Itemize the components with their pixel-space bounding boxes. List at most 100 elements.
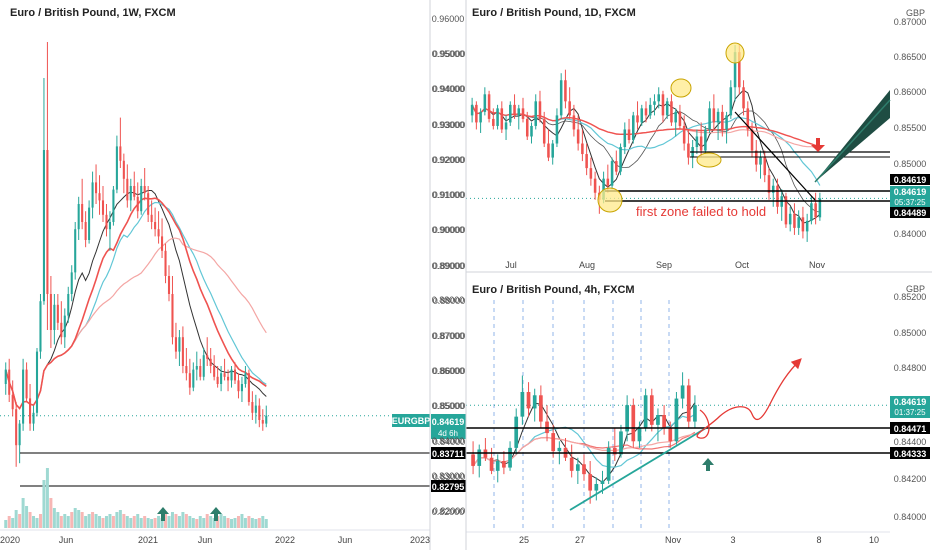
candle	[477, 444, 482, 478]
candle-body	[178, 337, 181, 352]
candle-body	[699, 136, 703, 151]
candle-body	[247, 373, 250, 402]
weekly-x-tick: 2021	[138, 535, 158, 545]
weekly-y-tick: 0.86000	[433, 366, 466, 376]
candle	[147, 186, 150, 222]
candle-body	[81, 204, 84, 222]
candle-body	[704, 129, 707, 151]
h4-x-tick: 10	[869, 535, 879, 545]
candle-body	[4, 369, 7, 384]
candle	[29, 384, 32, 431]
candle	[115, 135, 118, 194]
candle-body	[164, 250, 167, 276]
candle	[686, 378, 691, 429]
candle	[18, 420, 21, 464]
candle	[483, 87, 487, 116]
candle-body	[600, 480, 605, 484]
candle	[495, 454, 500, 483]
candle-body	[261, 420, 264, 424]
weekly-level-tag-bg	[431, 447, 466, 459]
candle-body	[593, 178, 597, 193]
candle	[763, 150, 767, 183]
candle-body	[483, 94, 487, 112]
daily-projection-wedge	[815, 90, 890, 182]
h4-y-tick: 0.85000	[894, 328, 927, 338]
candle-body	[623, 129, 627, 148]
candle-body	[602, 178, 605, 200]
candle-body	[502, 461, 506, 468]
h4-price-countdown: 01:37:25	[894, 408, 926, 417]
weekly-volume-bar	[167, 516, 171, 528]
weekly-volume-bar	[219, 514, 223, 528]
candle	[195, 351, 198, 381]
candle	[551, 140, 554, 165]
h4-axes: 0.840000.842000.844000.846000.848000.850…	[432, 292, 930, 545]
candle-body	[244, 373, 247, 384]
candle	[261, 409, 264, 431]
candle-body	[157, 229, 160, 237]
candle-body	[11, 394, 14, 410]
candle	[254, 394, 257, 424]
candle-body	[525, 118, 529, 137]
candle-body	[534, 101, 538, 126]
candle	[46, 42, 49, 330]
candle-body	[508, 447, 512, 468]
h4-left-y-tick: 0.85000	[432, 401, 465, 411]
candle	[487, 90, 491, 123]
candle	[637, 421, 642, 448]
highlight-ellipse	[597, 187, 623, 213]
candle	[199, 358, 202, 381]
candle-body	[470, 104, 474, 116]
daily-y-tick: 0.84000	[894, 229, 927, 239]
daily-trend-line	[734, 111, 816, 201]
h4-x-tick: 3	[730, 535, 735, 545]
highlight-ellipse	[670, 78, 692, 98]
candle-body	[632, 115, 635, 140]
candle	[209, 348, 212, 374]
candle-body	[708, 108, 711, 130]
candle-body	[101, 200, 105, 215]
h4-left-y-tick: 0.86000	[432, 366, 465, 376]
candle-body	[174, 337, 177, 352]
candle-body	[95, 182, 98, 194]
daily-level-tag: 0.84489	[894, 208, 927, 218]
candle	[240, 376, 243, 402]
h4-left-y-tick: 0.88000	[432, 295, 465, 305]
weekly-y-tick: 0.85000	[433, 401, 466, 411]
candle	[581, 129, 584, 162]
candle	[814, 192, 817, 225]
candle	[708, 101, 711, 133]
candle	[564, 69, 567, 109]
candle-body	[788, 213, 792, 225]
weekly-volume-bar	[38, 514, 42, 528]
candle-body	[63, 315, 66, 338]
candle	[500, 101, 504, 133]
candle-body	[793, 213, 796, 228]
candle-body	[754, 150, 758, 165]
weekly-volume-bar	[80, 512, 84, 528]
candle	[661, 90, 665, 123]
weekly-volume-bar	[125, 516, 129, 528]
candle	[648, 97, 652, 119]
candle	[119, 117, 122, 168]
candle	[693, 395, 697, 429]
weekly-volume-bar	[49, 498, 53, 528]
candle-body	[230, 369, 233, 381]
weekly-volume-bar	[11, 518, 15, 528]
candle-body	[500, 108, 504, 130]
candle	[716, 108, 720, 140]
weekly-volume-bar	[139, 518, 143, 528]
candle-body	[767, 175, 771, 193]
h4-projection-path	[696, 358, 802, 439]
candle-body	[32, 412, 35, 424]
candle	[25, 362, 28, 402]
daily-level-tag-bg	[890, 207, 930, 218]
weekly-volume-bar	[212, 518, 216, 528]
candle-body	[258, 405, 261, 420]
h4-chart-panel: 0.840000.842000.844000.846000.848000.850…	[432, 278, 932, 550]
candle	[504, 115, 508, 140]
candle	[619, 424, 623, 458]
weekly-y-tick: 0.91000	[433, 190, 466, 200]
candle	[662, 405, 666, 435]
candle	[178, 330, 181, 366]
